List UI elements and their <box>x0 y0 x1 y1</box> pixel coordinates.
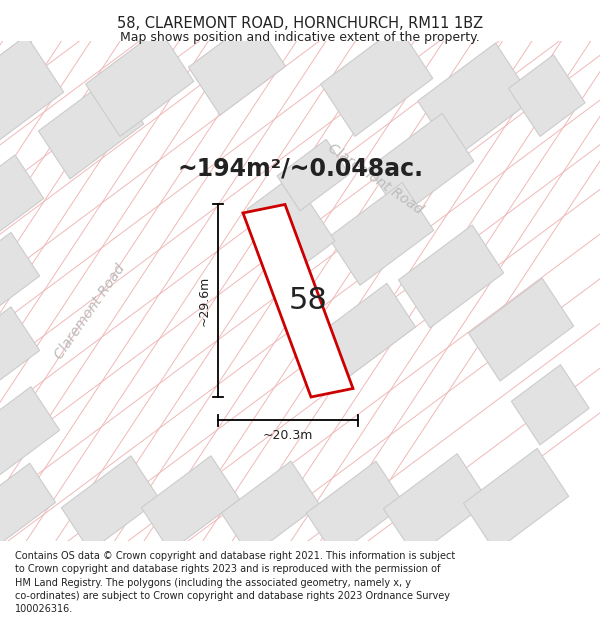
Polygon shape <box>142 456 239 551</box>
Polygon shape <box>0 307 40 402</box>
Text: ~29.6m: ~29.6m <box>198 276 211 326</box>
Polygon shape <box>0 232 40 328</box>
Polygon shape <box>0 463 56 551</box>
Polygon shape <box>0 387 59 482</box>
Polygon shape <box>38 76 144 179</box>
Polygon shape <box>328 182 434 285</box>
Polygon shape <box>368 113 474 216</box>
Polygon shape <box>418 43 533 158</box>
Polygon shape <box>511 365 589 445</box>
Text: Claremont Road: Claremont Road <box>52 262 128 362</box>
Polygon shape <box>508 55 585 136</box>
Polygon shape <box>247 176 335 274</box>
Polygon shape <box>0 36 64 147</box>
Polygon shape <box>307 461 404 557</box>
Polygon shape <box>188 18 286 115</box>
Polygon shape <box>383 454 489 557</box>
Polygon shape <box>221 461 320 557</box>
Polygon shape <box>463 448 569 551</box>
Polygon shape <box>322 283 416 376</box>
Polygon shape <box>86 29 194 136</box>
Polygon shape <box>0 155 44 253</box>
Polygon shape <box>61 456 160 551</box>
Text: ~194m²/~0.048ac.: ~194m²/~0.048ac. <box>177 156 423 180</box>
Text: 58, CLAREMONT ROAD, HORNCHURCH, RM11 1BZ: 58, CLAREMONT ROAD, HORNCHURCH, RM11 1BZ <box>117 16 483 31</box>
Text: Contains OS data © Crown copyright and database right 2021. This information is : Contains OS data © Crown copyright and d… <box>15 551 455 614</box>
Polygon shape <box>469 278 574 381</box>
Text: Claremont Road: Claremont Road <box>325 141 425 217</box>
Polygon shape <box>398 225 504 328</box>
Polygon shape <box>320 26 433 136</box>
Polygon shape <box>277 139 349 211</box>
Polygon shape <box>243 204 353 397</box>
Text: ~20.3m: ~20.3m <box>263 429 313 442</box>
Text: Map shows position and indicative extent of the property.: Map shows position and indicative extent… <box>120 31 480 44</box>
Text: 58: 58 <box>289 286 328 315</box>
